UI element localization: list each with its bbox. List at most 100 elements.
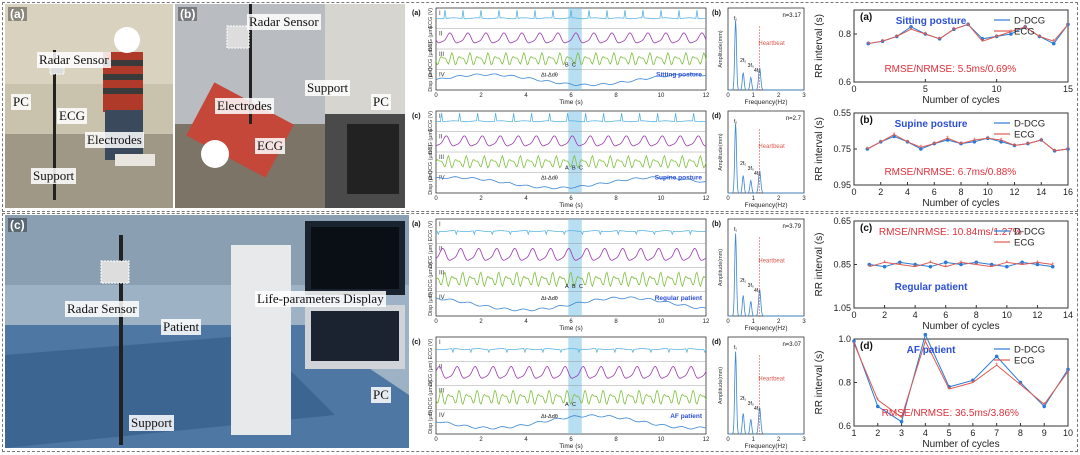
spectrum-plot-area xyxy=(727,7,805,91)
x-tick-label: 2 xyxy=(479,93,483,99)
spectrum-x-tick-label: 1 xyxy=(752,437,756,443)
legend-label-d-dcg: D-DCG xyxy=(1014,345,1045,356)
data-point-d-dcg xyxy=(923,332,928,337)
spectrum-trace xyxy=(728,20,804,91)
delta-annotation: Δt-Δdθ xyxy=(541,73,558,79)
trace-row-4 xyxy=(435,176,706,190)
data-point-ecg: * xyxy=(967,22,970,29)
x-tick-label: 10 xyxy=(658,437,665,443)
spectrum-x-tick-label: 1 xyxy=(752,93,756,99)
row-y-label: D-DCG (μm/s) xyxy=(428,380,434,415)
photo-c-label: (c) xyxy=(8,218,27,232)
spectrum-plot-area xyxy=(727,336,805,435)
bottom-row-frame xyxy=(2,213,1078,452)
x-tick-label: 4 xyxy=(913,310,918,320)
data-point-ecg: * xyxy=(1021,262,1024,269)
spectrum-y-label: Amplitude(mm) xyxy=(718,249,724,286)
trace-row-3 xyxy=(435,271,707,288)
data-point-ecg: * xyxy=(867,41,870,48)
row-label: I xyxy=(439,11,441,17)
x-tick-label: 4 xyxy=(524,93,528,99)
data-point-ecg: * xyxy=(924,339,927,346)
x-tick-label: 6 xyxy=(569,196,573,202)
x-tick-label: 1 xyxy=(851,428,856,438)
data-point-ecg: * xyxy=(876,397,879,404)
x-tick-label: 14 xyxy=(1063,310,1073,320)
spectrum-x-axis-label: Frequency(Hz) xyxy=(745,99,788,106)
data-point-ecg: * xyxy=(990,264,993,271)
x-tick-label: 15 xyxy=(1063,84,1073,94)
feature-mark: B xyxy=(565,62,569,68)
data-point-d-dcg xyxy=(913,262,917,267)
y-tick-label: 0.95 xyxy=(833,180,851,190)
x-tick-label: 2 xyxy=(479,196,483,202)
feature-mark: A xyxy=(565,402,569,408)
x-tick-label: 10 xyxy=(658,196,665,202)
n-value: n=2.7 xyxy=(786,116,802,122)
row-label: I xyxy=(439,222,441,228)
data-point-ecg: * xyxy=(960,260,963,267)
panel-label: (b) xyxy=(860,115,873,126)
data-point-ecg: * xyxy=(866,147,869,154)
x-tick-label: 5 xyxy=(947,428,952,438)
x-tick-label: 0 xyxy=(851,310,856,320)
data-point-ecg: * xyxy=(920,145,923,152)
rr-chart-regular-patient: 0 2 4 6 8 10 12 14 0.65 0.85 1.05 Number of cycles R… xyxy=(812,215,1074,332)
x-axis-label: Time (s) xyxy=(559,443,583,450)
spectrum-y-label: Amplitude(mm) xyxy=(718,133,724,170)
row-label: I xyxy=(439,114,441,120)
data-point-ecg: * xyxy=(946,136,949,143)
feature-mark: C xyxy=(572,62,576,68)
data-point-d-dcg xyxy=(909,25,913,29)
spectrum-x-tick-label: 3 xyxy=(802,196,806,202)
data-point-ecg: * xyxy=(948,387,951,394)
x-tick-label: 2 xyxy=(875,428,880,438)
x-tick-label: 6 xyxy=(569,93,573,99)
x-tick-label: 8 xyxy=(614,319,618,325)
data-point-ecg: * xyxy=(1067,369,1070,376)
rmse-annotation: RMSE/NRMSE: 36.5ms/3.86% xyxy=(882,408,1019,419)
row-y-label: D-DCG (μm/s) xyxy=(428,41,434,76)
x-tick-label: 3 xyxy=(899,428,904,438)
series-line-ecg xyxy=(868,23,1069,45)
n-value: n=3.79 xyxy=(782,224,801,230)
data-point-ecg: * xyxy=(1067,147,1070,154)
y-tick-label: 0.8 xyxy=(838,378,851,388)
data-point-d-dcg xyxy=(875,404,880,409)
spectrum-x-tick-label: 3 xyxy=(802,93,806,99)
data-point-ecg: * xyxy=(1000,138,1003,145)
y-tick-label: 0.75 xyxy=(833,144,851,154)
trace-row-2 xyxy=(435,135,707,147)
plot-area xyxy=(853,338,1069,427)
data-point-d-dcg xyxy=(1042,404,1047,409)
data-point-d-dcg xyxy=(1051,41,1056,46)
x-tick-label: 6 xyxy=(943,310,948,320)
trace-row-1 xyxy=(435,230,707,236)
data-point-d-dcg xyxy=(898,260,902,265)
harmonic-label: f₀ xyxy=(734,119,737,125)
legend-label-ecg: ECG xyxy=(1014,130,1035,141)
spectrum-panel-label: (b) xyxy=(712,221,721,228)
panel-label: (a) xyxy=(412,221,421,228)
spectrum-panel-label: (b) xyxy=(712,10,721,17)
data-point-ecg: * xyxy=(1053,148,1056,155)
photo-sitting-illustration xyxy=(5,4,173,208)
x-tick-label: 2 xyxy=(479,437,483,443)
row-y-label: DCG (μm) xyxy=(428,361,434,386)
waveform-panel-3: (a) I ECG (V) II DCG (μm) III D-DCG (μm/s) IV Di… xyxy=(410,215,810,332)
spectrum-y-label: Amplitude(mm) xyxy=(718,367,724,404)
data-point-ecg: * xyxy=(879,139,882,146)
data-point-ecg: * xyxy=(898,262,901,269)
data-point-ecg: * xyxy=(900,415,903,422)
annotation-electrodes: Electrodes xyxy=(85,132,144,148)
data-point-ecg: * xyxy=(981,39,984,46)
rr-chart-svg: 0 5 10 15 0.6 0.8 Number of cycles RR interval … xyxy=(814,9,1073,106)
plot-area xyxy=(853,9,1069,83)
data-point-ecg: * xyxy=(895,34,898,41)
panel-label: (d) xyxy=(860,341,873,352)
trace-row-3 xyxy=(435,390,707,405)
panel-label: (c) xyxy=(412,339,421,346)
data-point-ecg: * xyxy=(1013,143,1016,150)
x-axis-label: Number of cycles xyxy=(922,198,999,209)
